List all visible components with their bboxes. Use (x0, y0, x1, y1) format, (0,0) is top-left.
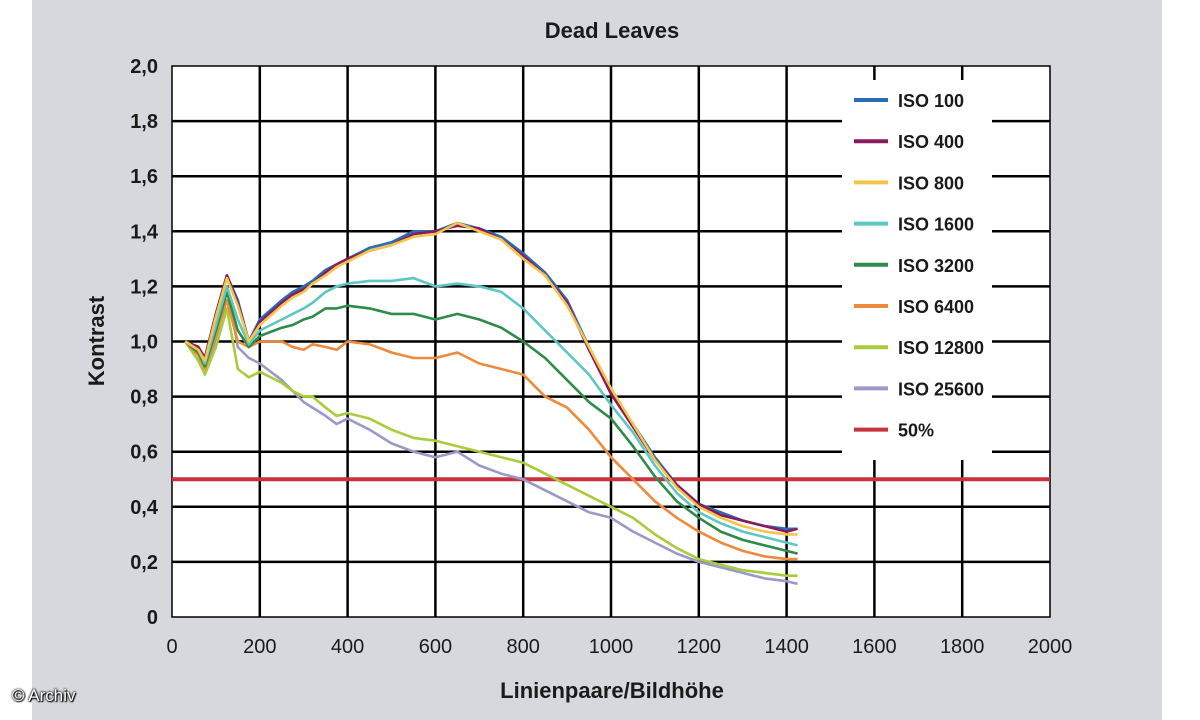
y-tick-label: 0 (147, 607, 158, 629)
y-tick-label: 0,6 (130, 442, 158, 464)
series-line-iso-25600 (184, 285, 798, 586)
legend-label: ISO 3200 (898, 256, 974, 276)
y-axis-label: Kontrast (84, 295, 109, 386)
x-axis-label: Linienpaare/Bildhöhe (500, 678, 724, 703)
x-tick-label: 2000 (1028, 636, 1073, 658)
y-tick-label: 0,8 (130, 387, 158, 409)
x-tick-label: 200 (243, 636, 276, 658)
x-tick-label: 400 (331, 636, 364, 658)
y-tick-label: 0,2 (130, 552, 158, 574)
legend-label: ISO 800 (898, 173, 964, 193)
legend-label: 50% (898, 421, 934, 441)
legend-item: 50% (854, 421, 934, 441)
legend-item: ISO 3200 (854, 256, 974, 276)
x-tick-label: 800 (507, 636, 540, 658)
y-axis-ticks: 0 0,2 0,4 0,6 0,8 1,0 1,2 1,4 1,6 1,8 2,0 (130, 56, 159, 629)
x-axis-ticks: 0 200 400 600 800 1000 1200 1400 1600 1800 2000 (166, 636, 1072, 658)
y-tick-label: 1,8 (130, 111, 158, 133)
x-tick-label: 0 (166, 636, 177, 658)
y-tick-label: 1,0 (130, 332, 158, 354)
legend-label: ISO 6400 (898, 297, 974, 317)
grid-lines (172, 66, 1050, 617)
x-tick-label: 1000 (589, 636, 634, 658)
x-tick-label: 1200 (677, 636, 722, 658)
image-credit: © Archiv (12, 686, 76, 705)
series-line-iso-3200 (184, 290, 798, 555)
y-tick-label: 1,2 (130, 276, 158, 298)
legend-label: ISO 1600 (898, 215, 974, 235)
legend-label: ISO 400 (898, 132, 964, 152)
y-tick-label: 0,4 (130, 497, 159, 519)
y-tick-label: 2,0 (130, 56, 158, 78)
legend-item: ISO 1600 (854, 215, 974, 235)
x-tick-label: 1800 (940, 636, 985, 658)
legend-label: ISO 12800 (898, 338, 984, 358)
x-tick-label: 600 (419, 636, 452, 658)
x-tick-label: 1600 (852, 636, 897, 658)
series-line-iso-1600 (184, 276, 798, 547)
x-tick-label: 1400 (764, 636, 809, 658)
y-tick-label: 1,4 (130, 221, 159, 243)
legend-item: ISO 12800 (854, 338, 984, 358)
series-line-iso-12800 (184, 307, 798, 578)
legend-label: ISO 25600 (898, 379, 984, 399)
legend-item: ISO 25600 (854, 379, 984, 399)
legend-label: ISO 100 (898, 91, 964, 111)
chart-title: Dead Leaves (545, 18, 680, 43)
legend: ISO 100 ISO 400 ISO 800 ISO 1600 ISO 3200 ISO… (854, 91, 984, 441)
series-line-iso-800 (184, 221, 798, 536)
legend-item: ISO 400 (854, 132, 964, 152)
legend-item: ISO 6400 (854, 297, 974, 317)
series-lines (172, 221, 1050, 586)
y-tick-label: 1,6 (130, 166, 158, 188)
legend-box (842, 80, 992, 460)
legend-item: ISO 800 (854, 173, 964, 193)
legend-item: ISO 100 (854, 91, 964, 111)
